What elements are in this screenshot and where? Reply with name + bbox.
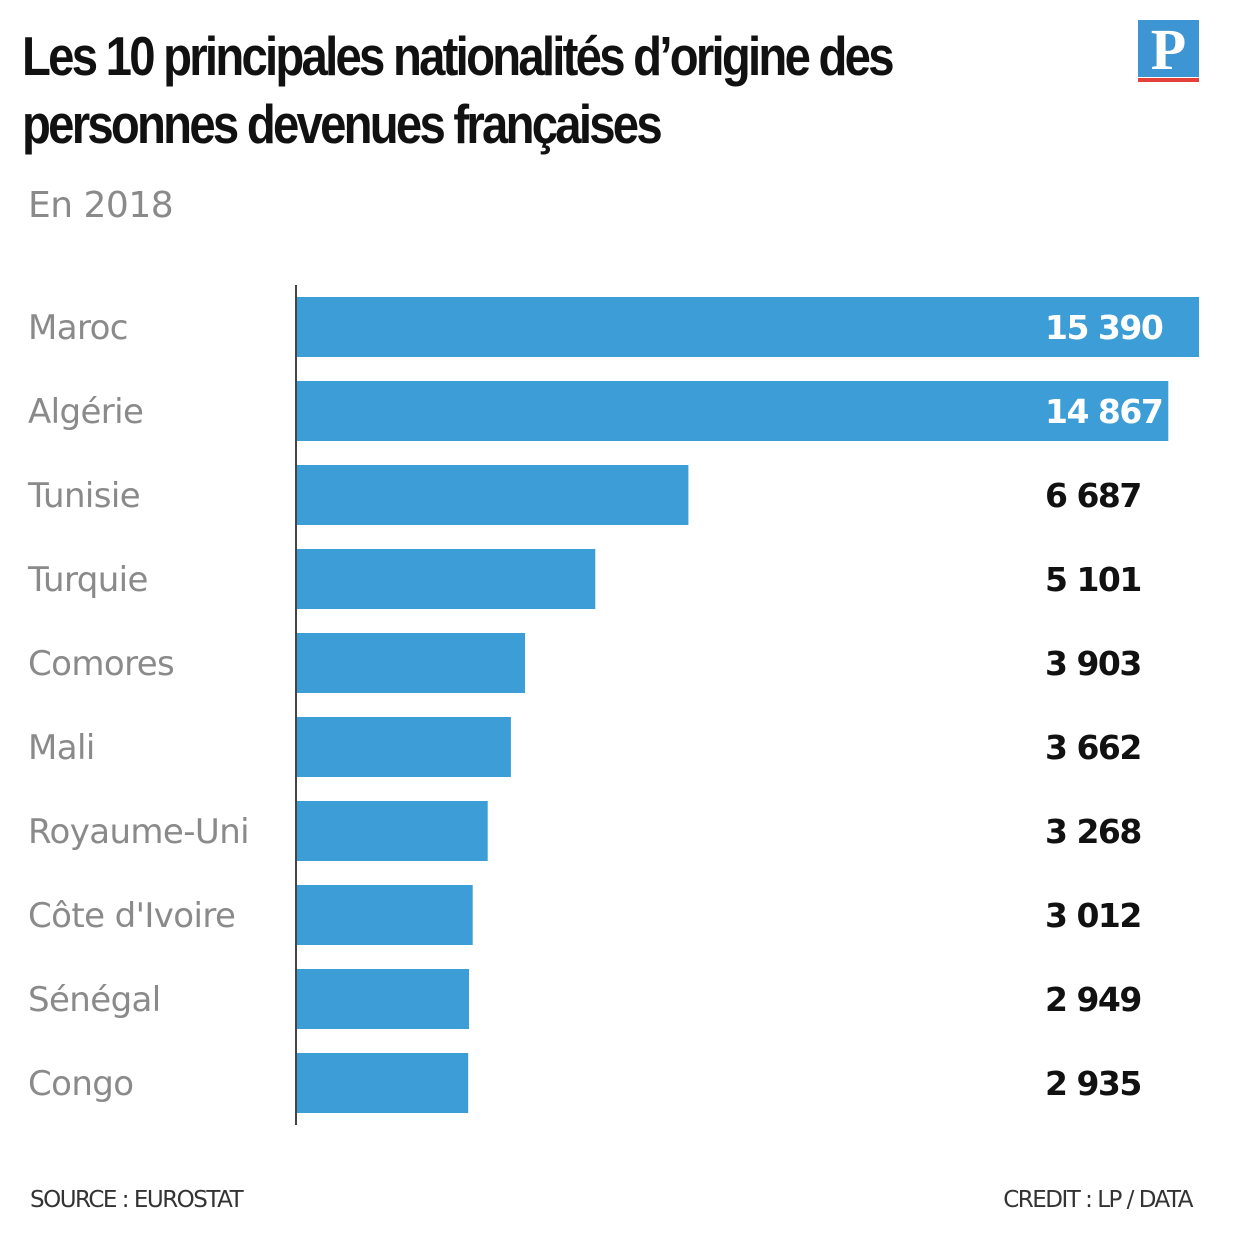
category-label: Congo [28, 1064, 133, 1104]
bar-chart: Maroc 15 390 Algérie 14 867 Tunisie 6 687 Turq… [27, 285, 1199, 1125]
category-label: Côte d'Ivoire [28, 896, 235, 936]
category-label: Maroc [28, 308, 128, 348]
value-label: 5 101 [1045, 560, 1141, 599]
value-label: 15 390 [1045, 308, 1163, 347]
category-label: Sénégal [28, 980, 161, 1020]
logo-letter: P [1150, 17, 1187, 82]
value-label: 3 662 [1045, 728, 1141, 767]
bar [296, 297, 1199, 357]
value-label: 2 935 [1045, 1064, 1141, 1103]
category-label: Turquie [27, 560, 148, 600]
bar [296, 549, 596, 609]
bar [296, 717, 511, 777]
chart-title: Les 10 principales nationalités d’origin… [22, 25, 895, 155]
value-label: 3 268 [1045, 812, 1141, 851]
value-label: 3 903 [1045, 644, 1141, 683]
credit-note: CREDIT : LP / DATA [1003, 1187, 1193, 1213]
value-label: 6 687 [1045, 476, 1141, 515]
logo-background [1138, 20, 1199, 77]
bar [296, 381, 1169, 441]
category-label: Comores [28, 644, 174, 684]
value-label: 14 867 [1045, 392, 1162, 431]
bar [296, 969, 469, 1029]
category-label: Royaume-Uni [28, 812, 249, 852]
bar [296, 885, 473, 945]
category-label: Mali [28, 728, 95, 768]
bar [296, 465, 689, 525]
le-parisien-logo: P [1138, 20, 1199, 83]
logo-underline [1138, 78, 1199, 82]
chart-subtitle: En 2018 [28, 185, 174, 226]
source-note: SOURCE : EUROSTAT [30, 1187, 244, 1213]
value-label: 2 949 [1045, 980, 1141, 1019]
category-label: Tunisie [27, 476, 140, 516]
bar [296, 633, 525, 693]
value-label: 3 012 [1045, 896, 1141, 935]
bar [296, 801, 488, 861]
bars-layer: Maroc 15 390 Algérie 14 867 Tunisie 6 687 Turq… [27, 297, 1199, 1113]
bar [296, 1053, 469, 1113]
category-label: Algérie [28, 392, 143, 432]
